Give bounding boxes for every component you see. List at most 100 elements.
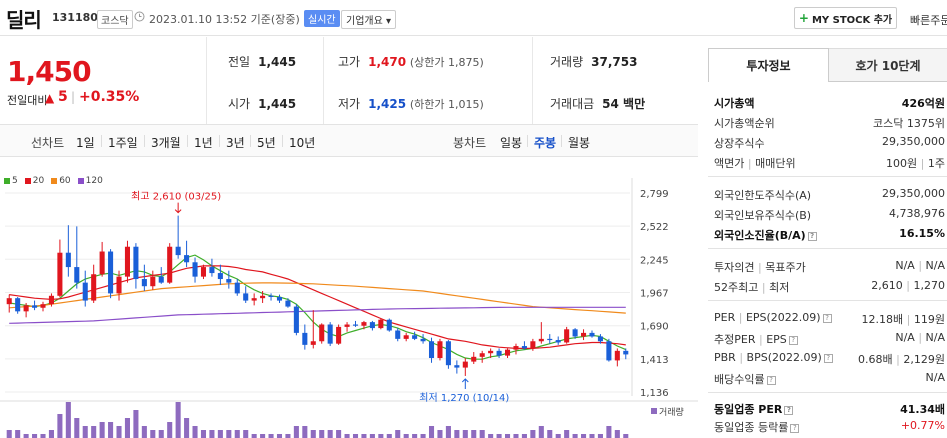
candle-body bbox=[479, 353, 485, 357]
tab-5y[interactable]: 5년 bbox=[257, 136, 276, 150]
row-opinion: 투자의견 | 목표주가 N/A | N/A bbox=[714, 259, 945, 274]
candle-body bbox=[623, 350, 629, 355]
volume-bar bbox=[268, 434, 274, 438]
tab-10y[interactable]: 10년 bbox=[289, 136, 316, 150]
volume-bar bbox=[530, 430, 536, 438]
candlestick-chart[interactable]: 2,799 2,522 2,245 1,967 1,690 1,413 1,136 최고 2,… bbox=[0, 158, 698, 438]
volume-bar bbox=[336, 430, 342, 438]
help-icon[interactable]: ? bbox=[790, 424, 800, 433]
realtime-badge[interactable]: 실시간 bbox=[304, 10, 340, 27]
tab-daily[interactable]: 일봉 bbox=[500, 136, 523, 150]
company-info-button[interactable]: 기업개요 ▾ bbox=[341, 10, 397, 29]
tab-orderbook[interactable]: 호가 10단계 bbox=[829, 48, 947, 82]
candle-body bbox=[505, 349, 511, 356]
volume-bar bbox=[462, 430, 468, 438]
candle-body bbox=[209, 267, 215, 274]
help-icon[interactable]: ? bbox=[823, 354, 833, 363]
row-foreign-hold: 외국인보유주식수(B) 4,738,976 bbox=[714, 207, 945, 222]
tab-1y[interactable]: 1년 bbox=[194, 136, 213, 150]
volume-bar bbox=[116, 426, 122, 438]
volume-label: 거래량 bbox=[659, 406, 684, 418]
volume-bar bbox=[361, 434, 367, 438]
candle-body bbox=[614, 350, 620, 361]
candle-body bbox=[336, 326, 342, 344]
candle-body bbox=[395, 330, 401, 339]
min-annotation: 최저 1,270 (10/14) bbox=[419, 392, 509, 404]
candle-body bbox=[572, 329, 578, 337]
y-tick-label: 1,413 bbox=[640, 355, 669, 366]
volume-bar bbox=[505, 434, 511, 438]
y-tick-label: 2,799 bbox=[640, 189, 669, 200]
volume-bar bbox=[226, 430, 232, 438]
candle-body bbox=[547, 338, 553, 341]
volume-bar bbox=[352, 434, 359, 438]
volume-bar bbox=[412, 434, 418, 438]
help-icon[interactable]: ? bbox=[766, 376, 776, 385]
volume-bar bbox=[547, 430, 553, 438]
candle-body bbox=[243, 293, 249, 301]
row-industry-per: 동일업종 PER? 41.34배 bbox=[714, 403, 945, 416]
volume-bar bbox=[209, 430, 215, 438]
tab-3m[interactable]: 3개월 bbox=[151, 136, 181, 150]
stat-open: 시가 1,445 bbox=[228, 97, 297, 111]
timestamp: 2023.01.10 13:52 기준(장중) bbox=[149, 13, 300, 26]
add-mystock-button[interactable]: + MY STOCK 추가 bbox=[794, 7, 897, 29]
volume-bar bbox=[23, 434, 29, 438]
candle-body bbox=[217, 273, 223, 280]
volume-bar bbox=[606, 426, 612, 438]
candle-body bbox=[65, 252, 71, 268]
candle-body bbox=[521, 346, 527, 349]
row-foreign-limit: 외국인한도주식수(A) 29,350,000 bbox=[714, 187, 945, 202]
clock-icon bbox=[134, 11, 145, 22]
candle-body bbox=[15, 298, 21, 312]
volume-bar bbox=[437, 430, 443, 438]
price-box: 1,450 전일대비 ▲ 5 | +0.35% bbox=[0, 37, 206, 124]
candle-body bbox=[268, 295, 274, 297]
volume-bar bbox=[555, 434, 561, 438]
tab-monthly[interactable]: 월봉 bbox=[568, 136, 591, 150]
stock-header: 딜리 131180 코스닥 2023.01.10 13:52 기준(장중) 실시… bbox=[0, 0, 947, 36]
change-separator: | bbox=[71, 90, 76, 104]
tab-weekly[interactable]: 주봉 bbox=[534, 136, 557, 150]
volume-bar bbox=[217, 430, 223, 438]
volume-bar bbox=[40, 434, 46, 438]
tab-invest-info[interactable]: 투자정보 bbox=[708, 48, 829, 82]
volume-bar bbox=[395, 430, 401, 438]
quick-order-link[interactable]: 빠른주문 bbox=[910, 14, 947, 27]
volume-bar bbox=[133, 410, 139, 438]
market-badge: 코스닥 bbox=[97, 10, 133, 29]
volume-bar bbox=[175, 402, 181, 438]
ma60-line bbox=[9, 282, 626, 314]
volume-bar bbox=[57, 414, 63, 438]
help-icon[interactable]: ? bbox=[788, 336, 798, 345]
volume-bar bbox=[428, 426, 435, 438]
row-dividend: 배당수익률? N/A bbox=[714, 371, 945, 386]
volume-bar bbox=[99, 422, 105, 438]
row-52week: 52주최고 | 최저 2,610 | 1,270 bbox=[714, 279, 945, 294]
stat-low: 저가 1,425 (하한가 1,015) bbox=[338, 97, 484, 111]
help-icon[interactable]: ? bbox=[784, 406, 794, 415]
candle-body bbox=[133, 246, 139, 280]
help-icon[interactable]: ? bbox=[822, 314, 832, 323]
candle-body bbox=[150, 276, 156, 287]
invest-info-panel: 투자정보 호가 10단계 시가총액 426억원 시가총액순위 코스닥 1375위 상… bbox=[708, 48, 947, 438]
candle-body bbox=[344, 324, 350, 327]
candle-body bbox=[6, 298, 12, 305]
ma120-line bbox=[9, 306, 626, 324]
candle-body bbox=[555, 340, 561, 343]
tab-3y[interactable]: 3년 bbox=[226, 136, 245, 150]
candle-body bbox=[226, 279, 232, 283]
current-price: 1,450 bbox=[7, 55, 92, 88]
candle-body bbox=[437, 341, 443, 359]
candle-body bbox=[23, 305, 29, 312]
candle-body bbox=[564, 329, 570, 343]
candle-body bbox=[32, 305, 38, 308]
tab-1w[interactable]: 1주일 bbox=[108, 136, 138, 150]
candle-body bbox=[108, 251, 114, 294]
change-value: 5 bbox=[58, 89, 68, 105]
tab-1d[interactable]: 1일 bbox=[76, 136, 95, 150]
help-icon[interactable]: ? bbox=[807, 232, 817, 241]
candle-body bbox=[302, 332, 308, 345]
plus-icon: + bbox=[798, 11, 809, 25]
volume-bar bbox=[285, 434, 291, 438]
